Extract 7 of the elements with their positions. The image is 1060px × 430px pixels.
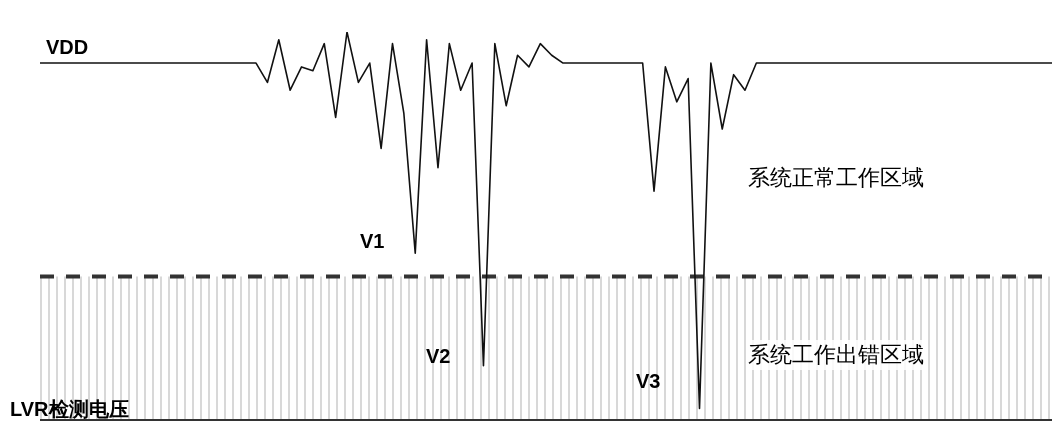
annotation: 系统正常工作区域: [748, 164, 924, 192]
annotation: V1: [360, 230, 385, 253]
annotation: V2: [426, 345, 451, 368]
annotation: V3: [636, 370, 661, 393]
band-label: 系统工作出错区域: [748, 340, 924, 370]
annotation: LVR检测电压: [10, 397, 129, 422]
annotation: VDD: [46, 36, 89, 59]
